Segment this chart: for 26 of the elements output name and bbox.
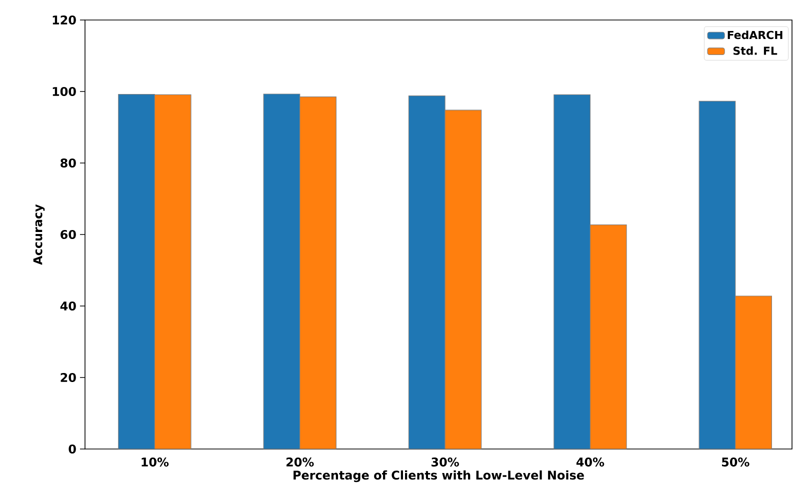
legend-label: Std. FL: [733, 46, 778, 55]
bar: [408, 95, 446, 449]
bar: [590, 224, 627, 449]
x-tick-label: 30%: [432, 458, 459, 467]
x-tick-label: 20%: [286, 458, 314, 467]
x-axis-title: Percentage of Clients with Low-Level Noise: [294, 470, 584, 482]
bar: [154, 94, 192, 449]
y-tick-label: 40: [60, 301, 76, 311]
y-tick-label: 80: [60, 158, 76, 168]
y-tick-label: 100: [52, 86, 76, 96]
legend-label: FedARCH: [728, 30, 782, 40]
x-tick-label: 10%: [142, 458, 169, 467]
x-tick-label: 40%: [576, 458, 604, 467]
bar: [444, 110, 482, 449]
bar: [735, 296, 772, 449]
bar: [300, 96, 336, 449]
bar: [698, 100, 736, 449]
y-tick-label: 60: [60, 230, 76, 240]
y-tick-label: 120: [52, 15, 76, 25]
bar: [554, 94, 591, 449]
y-axis-title: Accuracy: [33, 204, 45, 265]
bar: [118, 94, 155, 449]
y-tick-label: 0: [68, 444, 76, 454]
x-tick-label: 50%: [722, 458, 750, 467]
bar: [263, 94, 300, 449]
y-tick-label: 20: [60, 372, 76, 382]
